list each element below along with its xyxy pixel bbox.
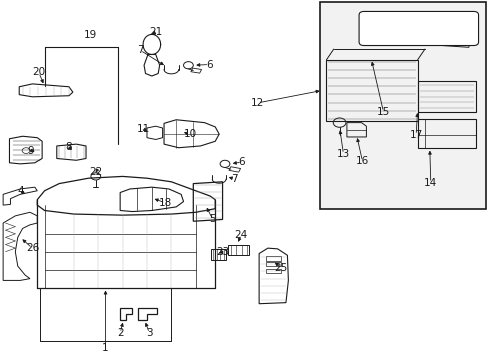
Text: 7: 7 bbox=[231, 174, 238, 184]
Text: 13: 13 bbox=[336, 149, 349, 159]
Text: 24: 24 bbox=[234, 230, 247, 239]
Text: 16: 16 bbox=[355, 156, 368, 166]
Text: 10: 10 bbox=[183, 129, 196, 139]
Text: 6: 6 bbox=[205, 59, 212, 69]
Text: 25: 25 bbox=[274, 263, 287, 273]
Text: 3: 3 bbox=[146, 328, 152, 338]
Text: 8: 8 bbox=[65, 142, 72, 152]
Text: 19: 19 bbox=[84, 30, 97, 40]
Text: 18: 18 bbox=[159, 198, 172, 208]
Text: 7: 7 bbox=[137, 45, 143, 55]
Text: 12: 12 bbox=[250, 98, 264, 108]
Bar bbox=[320, 3, 485, 209]
Text: 21: 21 bbox=[149, 27, 162, 37]
Text: 22: 22 bbox=[89, 167, 102, 177]
Text: 9: 9 bbox=[27, 145, 34, 156]
Text: 11: 11 bbox=[137, 124, 150, 134]
FancyBboxPatch shape bbox=[358, 12, 478, 45]
Text: 20: 20 bbox=[32, 67, 45, 77]
Text: 15: 15 bbox=[376, 107, 389, 117]
Text: 26: 26 bbox=[26, 243, 39, 253]
Text: 14: 14 bbox=[423, 178, 436, 188]
Text: 2: 2 bbox=[117, 328, 123, 338]
Text: 1: 1 bbox=[102, 343, 109, 353]
Text: 4: 4 bbox=[18, 186, 24, 197]
Text: 5: 5 bbox=[209, 215, 216, 224]
Text: 23: 23 bbox=[216, 247, 229, 257]
Text: 6: 6 bbox=[238, 157, 245, 167]
Text: 17: 17 bbox=[408, 130, 422, 140]
